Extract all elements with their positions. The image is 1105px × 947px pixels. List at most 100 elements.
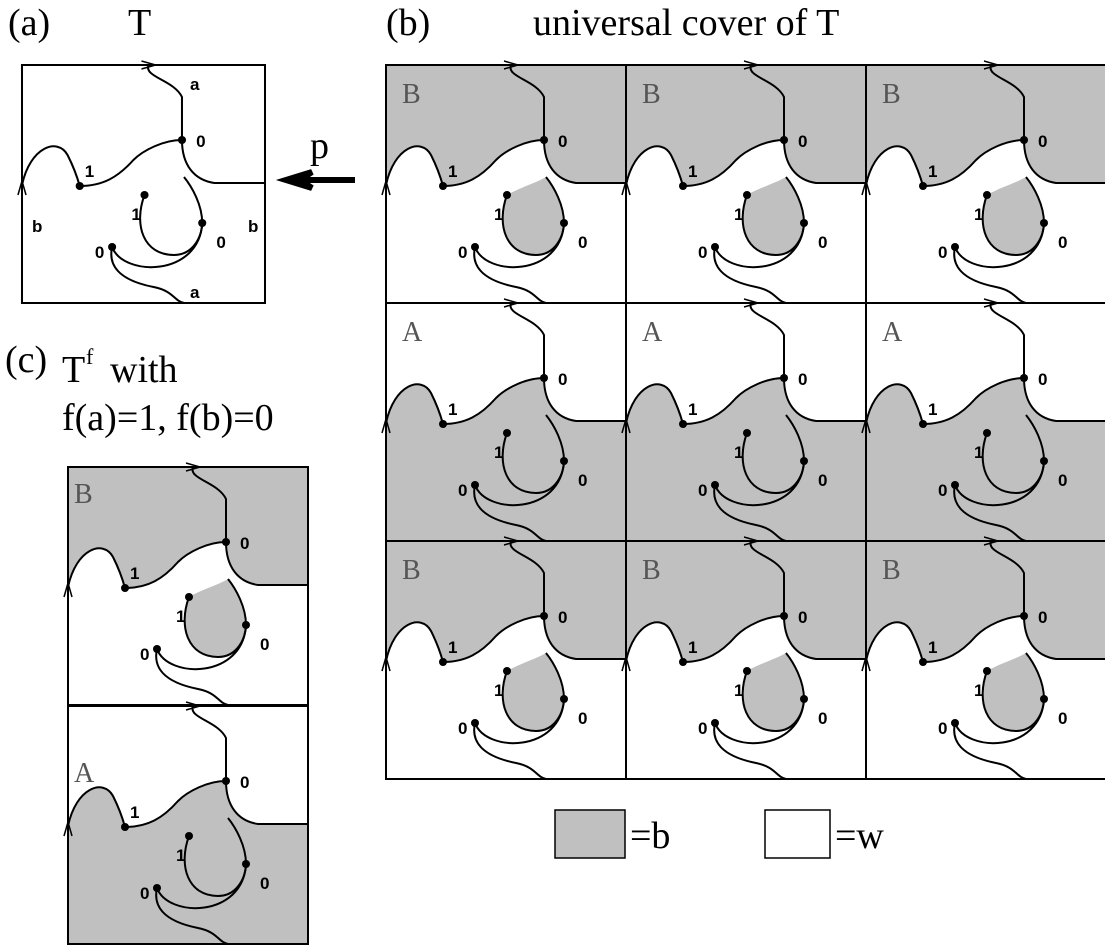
panel-b-label: (b) [386, 2, 430, 44]
vertex-label: 0 [798, 608, 807, 627]
vertex-label: 1 [448, 400, 457, 419]
vertex [679, 658, 687, 666]
vertex [951, 243, 959, 251]
vertex [679, 182, 687, 190]
vertex-label: 1 [494, 205, 503, 224]
edge-curve [184, 177, 202, 223]
region-label: A [402, 317, 423, 348]
vertex-label: 1 [974, 443, 983, 462]
vertex [919, 420, 927, 428]
vertex-label: 1 [131, 205, 140, 224]
vertex-label: 1 [176, 607, 185, 626]
vertex-label: 1 [734, 681, 743, 700]
region-label: B [402, 555, 421, 586]
region-label: A [74, 758, 95, 789]
region-label: B [642, 555, 661, 586]
black-region [386, 65, 626, 186]
vertex-label: 0 [798, 370, 807, 389]
vertex [153, 645, 161, 653]
diagram: (a) T (b) universal cover of T p (c) T f… [0, 0, 1105, 947]
vertex-label: 0 [818, 233, 827, 252]
vertex [711, 243, 719, 251]
panel-c-superscript: f [86, 344, 94, 369]
vertex-label: 0 [938, 481, 947, 500]
vertex-label: 0 [1058, 471, 1067, 490]
legend-swatch-b [555, 810, 625, 858]
tile [18, 61, 265, 303]
edge-curve [182, 140, 265, 183]
vertex [242, 860, 250, 868]
arrow-label: p [310, 125, 329, 167]
edge-label: a [190, 75, 200, 94]
vertex [439, 420, 447, 428]
edge-curve [112, 223, 202, 267]
vertex-label: 0 [558, 132, 567, 151]
panel-c-title-rest: with [110, 349, 178, 391]
panel-c-title: T [62, 349, 85, 391]
vertex [503, 667, 511, 675]
black-region [386, 541, 626, 662]
black-region [866, 378, 1105, 541]
black-region [386, 378, 626, 541]
edge-label: b [248, 217, 258, 236]
vertex [1020, 374, 1028, 382]
vertex-label: 0 [458, 481, 467, 500]
vertex-label: 0 [578, 471, 587, 490]
vertex-label: 1 [974, 681, 983, 700]
vertex-label: 1 [688, 162, 697, 181]
vertex-label: 0 [240, 534, 249, 553]
vertex-label: 0 [818, 471, 827, 490]
region-label: B [642, 79, 661, 110]
vertex [983, 667, 991, 675]
vertex [743, 667, 751, 675]
vertex-label: 0 [1038, 132, 1047, 151]
region-label: B [882, 79, 901, 110]
vertex-label: 0 [818, 709, 827, 728]
vertex [711, 719, 719, 727]
vertex [471, 719, 479, 727]
vertex-label: 0 [1038, 370, 1047, 389]
vertex-label: 0 [558, 608, 567, 627]
vertex-label: 0 [558, 370, 567, 389]
vertex-label: 0 [458, 243, 467, 262]
vertex-label: 0 [260, 874, 269, 893]
edge-curve [192, 706, 226, 781]
black-region [68, 781, 308, 944]
vertex-label: 1 [688, 400, 697, 419]
vertex-label: 0 [196, 132, 205, 151]
vertex [1040, 457, 1048, 465]
vertex-label: 1 [734, 443, 743, 462]
vertex [780, 374, 788, 382]
vertex-label: 0 [240, 773, 249, 792]
vertex-label: 1 [130, 803, 139, 822]
vertex [800, 457, 808, 465]
panel-b-title: universal cover of T [533, 2, 839, 44]
vertex-label: 0 [260, 635, 269, 654]
region-label: A [642, 317, 663, 348]
edge-curve [80, 140, 182, 186]
vertex [951, 481, 959, 489]
vertex [560, 457, 568, 465]
legend-label: =b [630, 815, 670, 857]
black-region [626, 378, 866, 541]
vertex [780, 612, 788, 620]
edge-curve [22, 146, 80, 186]
vertex [800, 219, 808, 227]
vertex [983, 429, 991, 437]
projection-arrow [286, 172, 355, 188]
vertex-label: 0 [698, 243, 707, 262]
vertex-label: 1 [85, 162, 94, 181]
edge-curve [510, 303, 544, 378]
black-region [626, 541, 866, 662]
vertex [121, 823, 129, 831]
vertex [1040, 219, 1048, 227]
vertex [919, 658, 927, 666]
vertex-label: 0 [458, 719, 467, 738]
vertex [471, 481, 479, 489]
vertex [108, 243, 116, 251]
vertex-label: 0 [698, 719, 707, 738]
black-region [68, 467, 308, 588]
vertex [153, 884, 161, 892]
vertex [222, 538, 230, 546]
vertex [743, 191, 751, 199]
